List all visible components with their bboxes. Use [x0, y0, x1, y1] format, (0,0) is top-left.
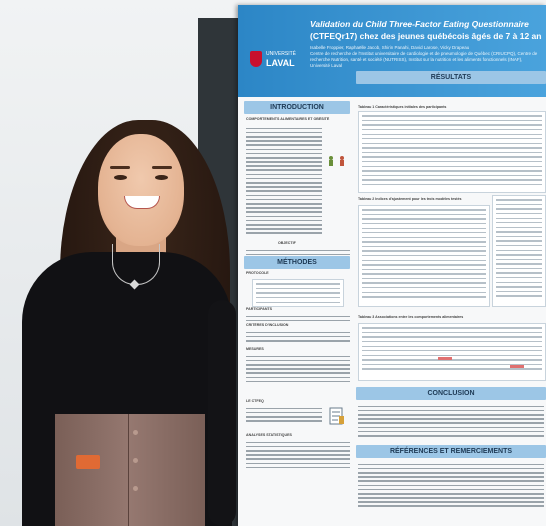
skirt-button [133, 430, 138, 435]
mesures-text [246, 353, 350, 393]
section-methodes: MÉTHODES [244, 256, 350, 269]
research-poster: UNIVERSITÉ LAVAL Validation du Child Thr… [238, 5, 546, 526]
pink-skirt [55, 414, 205, 526]
right-eyebrow [152, 166, 172, 169]
section-introduction: INTRODUCTION [244, 101, 350, 114]
analyses-text [246, 439, 350, 479]
ctfeq-heading: LE CTFEQ [246, 399, 264, 403]
left-eyebrow [110, 166, 130, 169]
references-text [358, 461, 544, 521]
affiliation-text: Centre de recherche de l'Institut univer… [310, 51, 538, 68]
university-logo: UNIVERSITÉ LAVAL [250, 51, 302, 73]
criteres-text [246, 329, 350, 347]
arm [208, 300, 236, 526]
conclusion-text [358, 403, 544, 443]
section-resultats: RÉSULTATS [356, 71, 546, 84]
right-eye [155, 175, 168, 180]
intro-text [246, 125, 322, 245]
orange-phone [76, 455, 100, 469]
analyses-heading: ANALYSES STATISTIQUES [246, 433, 292, 437]
intro-subheading: COMPORTEMENTS ALIMENTAIRES ET OBÉSITÉ [246, 117, 330, 121]
authors-text: Isabelle Froppier, Raphaëlle Jacob, Shir… [310, 45, 470, 50]
table1-title: Tableau 1 Caractéristiques initiales des… [358, 105, 447, 109]
questionnaire-icon [329, 407, 344, 425]
figure-panel [492, 195, 546, 307]
table-2 [358, 205, 490, 307]
left-eye [114, 175, 127, 180]
logo-top-text: UNIVERSITÉ [266, 51, 297, 57]
skirt-button [133, 458, 138, 463]
ctfeq-text [246, 405, 322, 429]
mesures-heading: MESURES [246, 347, 264, 351]
shield-icon [250, 51, 262, 67]
face [98, 134, 184, 246]
skirt-seam [128, 414, 129, 526]
poster-title-line2: (CTFEQr17) chez des jeunes québécois âgé… [310, 31, 542, 41]
table-3 [358, 323, 546, 381]
logo-name: LAVAL [266, 58, 295, 68]
highlight-cell [510, 365, 524, 368]
participants-text [246, 313, 350, 323]
children-figure-icon [329, 156, 344, 166]
objectif-heading: OBJECTIF [278, 241, 296, 245]
table-1 [358, 111, 546, 193]
poster-title-line1: Validation du Child Three-Factor Eating … [310, 19, 529, 29]
skirt-button [133, 486, 138, 491]
highlight-cell [438, 357, 452, 360]
protocole-heading: PROTOCOLE [246, 271, 269, 275]
protocol-diagram [252, 279, 344, 307]
poster-authors: Isabelle Froppier, Raphaëlle Jacob, Shir… [310, 45, 542, 69]
section-references: RÉFÉRENCES ET REMERCIEMENTS [356, 445, 546, 458]
table2-title: Tableau 2 Indices d'ajustement pour les … [358, 197, 462, 201]
criteres-heading: CRITÈRES D'INCLUSION [246, 323, 289, 327]
participants-heading: PARTICIPANTS [246, 307, 273, 311]
table3-title: Tableau 3 Associations entre les comport… [358, 315, 464, 319]
section-conclusion: CONCLUSION [356, 387, 546, 400]
